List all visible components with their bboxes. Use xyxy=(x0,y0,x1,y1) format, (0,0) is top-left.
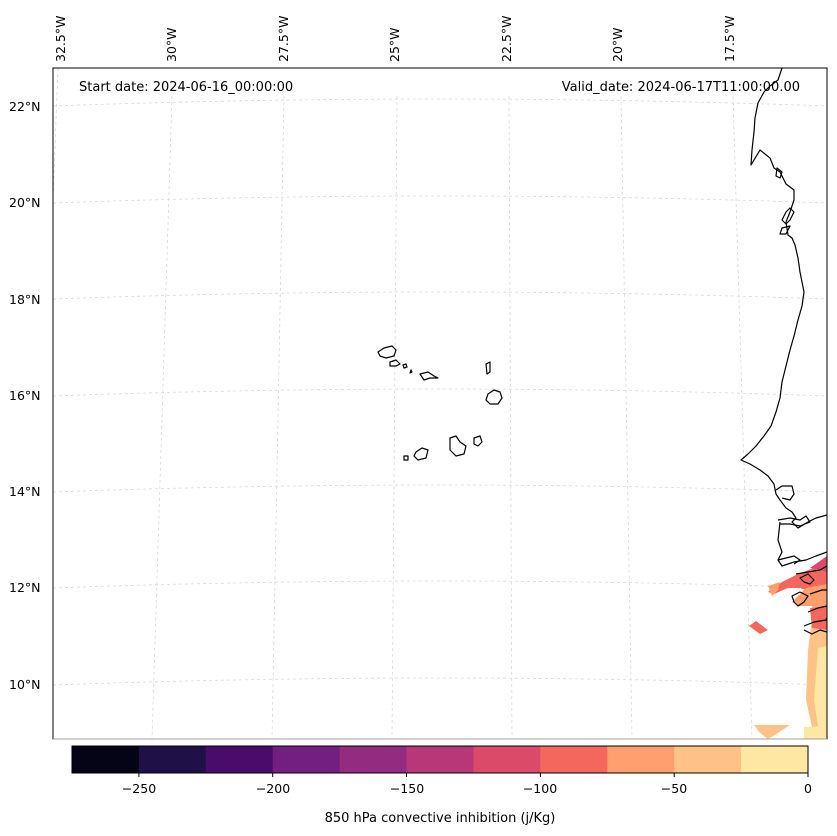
lon-label: 27.5°W xyxy=(276,16,291,62)
lon-label: 30°W xyxy=(164,27,179,62)
colorbar-tick-label: −100 xyxy=(523,781,557,796)
colorbar-swatch xyxy=(473,746,541,773)
graticule xyxy=(53,68,827,739)
colorbar-swatch xyxy=(205,746,274,773)
lat-label: 12°N xyxy=(9,580,41,595)
colorbar-swatch xyxy=(674,746,742,773)
colorbar-swatch xyxy=(138,746,207,773)
map-area xyxy=(53,68,827,739)
colorbar-swatches xyxy=(72,746,809,773)
lon-label: 22.5°W xyxy=(499,16,514,62)
colorbar-tick-label: −50 xyxy=(661,781,687,796)
lat-label: 16°N xyxy=(9,388,41,403)
lon-label: 20°W xyxy=(610,27,625,62)
lon-label: 32.5°W xyxy=(53,16,68,62)
lon-label: 17.5°W xyxy=(722,16,737,62)
colorbar-tick-label: −250 xyxy=(122,781,156,796)
colorbar-swatch xyxy=(272,746,341,773)
cape-verde-islands xyxy=(377,345,503,461)
lat-label: 10°N xyxy=(9,677,41,692)
lat-label: 18°N xyxy=(9,292,41,307)
lon-label: 25°W xyxy=(387,27,402,62)
colorbar: −250 −200 −150 −100 −50 0 850 hPa convec… xyxy=(71,745,812,826)
lat-label: 14°N xyxy=(9,484,41,499)
colorbar-tick-label: −200 xyxy=(256,781,290,796)
start-date-label: Start date: 2024-06-16_00:00:00 xyxy=(79,80,293,95)
colorbar-frame xyxy=(71,745,809,774)
coastline xyxy=(740,68,827,635)
colorbar-swatch xyxy=(741,746,809,773)
colorbar-tick-label: −150 xyxy=(390,781,424,796)
colorbar-swatch xyxy=(540,746,608,773)
colorbar-swatch xyxy=(339,746,408,773)
colorbar-tick-label: 0 xyxy=(804,781,812,796)
colorbar-swatch xyxy=(607,746,675,773)
cin-field xyxy=(749,556,827,739)
colorbar-swatch xyxy=(406,746,474,773)
lat-label: 22°N xyxy=(9,99,41,114)
colorbar-ticks xyxy=(138,773,809,777)
colorbar-swatch xyxy=(72,746,140,773)
valid-date-label: Valid_date: 2024-06-17T11:00:00.00 xyxy=(562,80,800,95)
longitude-labels: 32.5°W 30°W 27.5°W 25°W 22.5°W 20°W 17.5… xyxy=(53,16,737,62)
lat-label: 20°N xyxy=(9,195,41,210)
colorbar-title: 850 hPa convective inhibition (j/Kg) xyxy=(325,811,556,826)
latitude-labels: 22°N 20°N 18°N 16°N 14°N 12°N 10°N xyxy=(9,99,41,692)
